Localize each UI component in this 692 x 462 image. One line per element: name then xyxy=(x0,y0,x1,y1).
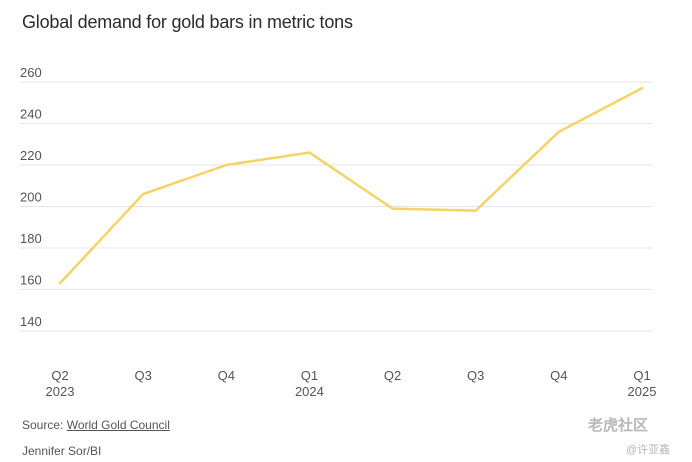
y-axis-ticks: 140 160 180 200 220 240 260 xyxy=(20,65,42,329)
x-tick-label: Q4 xyxy=(550,368,567,383)
series-layer xyxy=(58,86,644,285)
x-tick-label: Q3 xyxy=(467,368,484,383)
data-point xyxy=(58,282,62,285)
source-note: Source: World Gold Council xyxy=(22,418,170,432)
watermark: 老虎社区 xyxy=(588,417,649,434)
source-prefix: Source: xyxy=(22,418,67,432)
credit-line: Jennifer Sor/BI xyxy=(22,444,102,458)
data-point xyxy=(225,163,228,167)
data-point xyxy=(474,209,477,212)
data-point xyxy=(391,207,394,210)
source-link[interactable]: World Gold Council xyxy=(66,418,170,432)
x-tick-label: Q4 xyxy=(218,368,235,383)
y-tick-label: 240 xyxy=(20,107,42,122)
y-tick-label: 200 xyxy=(20,190,42,205)
series-line-0 xyxy=(58,86,644,285)
x-tick-label: Q1 xyxy=(301,368,318,383)
y-tick-label: 180 xyxy=(20,231,42,246)
x-tick-year-label: 2025 xyxy=(628,384,657,399)
data-point xyxy=(308,151,311,154)
y-tick-label: 260 xyxy=(20,65,42,80)
x-tick-label: Q2 xyxy=(51,368,68,383)
x-tick-year-label: 2023 xyxy=(46,384,75,399)
x-tick-label: Q3 xyxy=(134,368,151,383)
x-tick-label: Q1 xyxy=(633,368,650,383)
data-point xyxy=(141,192,145,196)
data-point xyxy=(557,130,561,133)
y-tick-label: 220 xyxy=(20,148,42,163)
gridlines xyxy=(20,81,652,332)
y-tick-label: 160 xyxy=(20,273,42,288)
chart-title: Global demand for gold bars in metric to… xyxy=(22,12,353,32)
watermark-sub: @许亚鑫 xyxy=(626,444,671,456)
x-tick-label: Q2 xyxy=(384,368,401,383)
data-point xyxy=(640,87,644,90)
y-tick-label: 140 xyxy=(20,314,42,329)
x-tick-year-label: 2024 xyxy=(295,384,324,399)
